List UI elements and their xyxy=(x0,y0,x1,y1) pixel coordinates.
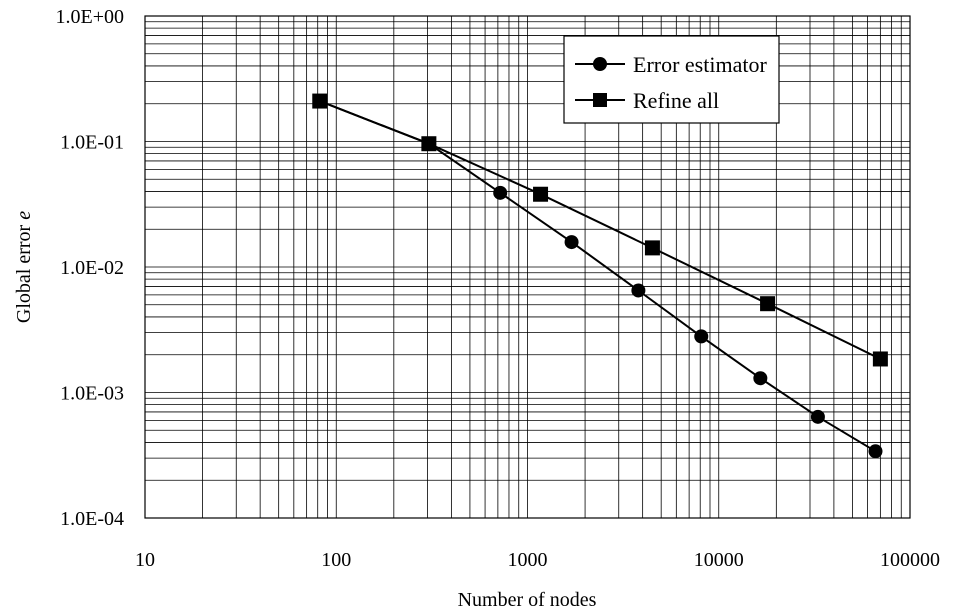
series-line-refine-all xyxy=(319,100,881,360)
legend-label-error-estimator: Error estimator xyxy=(633,52,767,77)
plot-frame xyxy=(144,15,911,519)
data-point-refine-all xyxy=(760,296,776,312)
y-tick-label: 1.0E-03 xyxy=(60,383,124,405)
legend-marker-square xyxy=(593,93,607,107)
legend-label-refine-all: Refine all xyxy=(633,88,719,113)
legend-marker-circle xyxy=(593,57,607,71)
y-tick-label: 1.0E+00 xyxy=(56,6,125,28)
x-tick-labels: 10 100 1000 10000 100000 xyxy=(135,549,940,571)
legend: Error estimator Refine all xyxy=(563,35,780,124)
x-tick-label: 10 xyxy=(135,549,155,571)
data-point-error-estimator xyxy=(810,409,825,424)
y-axis-title-prefix: Global error xyxy=(13,220,35,323)
y-axis-title-symbol: e xyxy=(13,211,35,220)
data-point-refine-all xyxy=(872,351,888,367)
series-error-estimator xyxy=(312,94,883,459)
data-point-error-estimator xyxy=(694,329,709,344)
x-tick-label: 10000 xyxy=(694,549,744,571)
data-point-error-estimator xyxy=(631,283,646,298)
y-tick-label: 1.0E-02 xyxy=(60,257,124,279)
data-point-refine-all xyxy=(533,186,549,202)
legend-box xyxy=(563,35,780,124)
data-point-error-estimator xyxy=(753,371,768,386)
data-point-refine-all xyxy=(644,240,660,256)
y-tick-label: 1.0E-04 xyxy=(60,508,124,530)
series-refine-all xyxy=(312,93,888,367)
x-tick-label: 100000 xyxy=(880,549,940,571)
x-axis-title: Number of nodes xyxy=(458,589,597,611)
series-layer xyxy=(312,93,888,459)
y-tick-labels: 1.0E+00 1.0E-01 1.0E-02 1.0E-03 1.0E-04 xyxy=(56,6,125,530)
y-axis-title: Global error e xyxy=(13,211,35,323)
legend-item-error-estimator: Error estimator xyxy=(575,52,767,77)
data-point-error-estimator xyxy=(868,444,883,459)
data-point-error-estimator xyxy=(564,235,579,250)
legend-item-refine-all: Refine all xyxy=(575,88,719,113)
y-tick-label: 1.0E-01 xyxy=(60,132,124,154)
data-point-error-estimator xyxy=(493,185,508,200)
x-tick-label: 100 xyxy=(321,549,351,571)
data-point-refine-all xyxy=(421,136,437,152)
grid xyxy=(145,16,910,518)
x-tick-label: 1000 xyxy=(508,549,548,571)
data-point-refine-all xyxy=(312,93,328,109)
